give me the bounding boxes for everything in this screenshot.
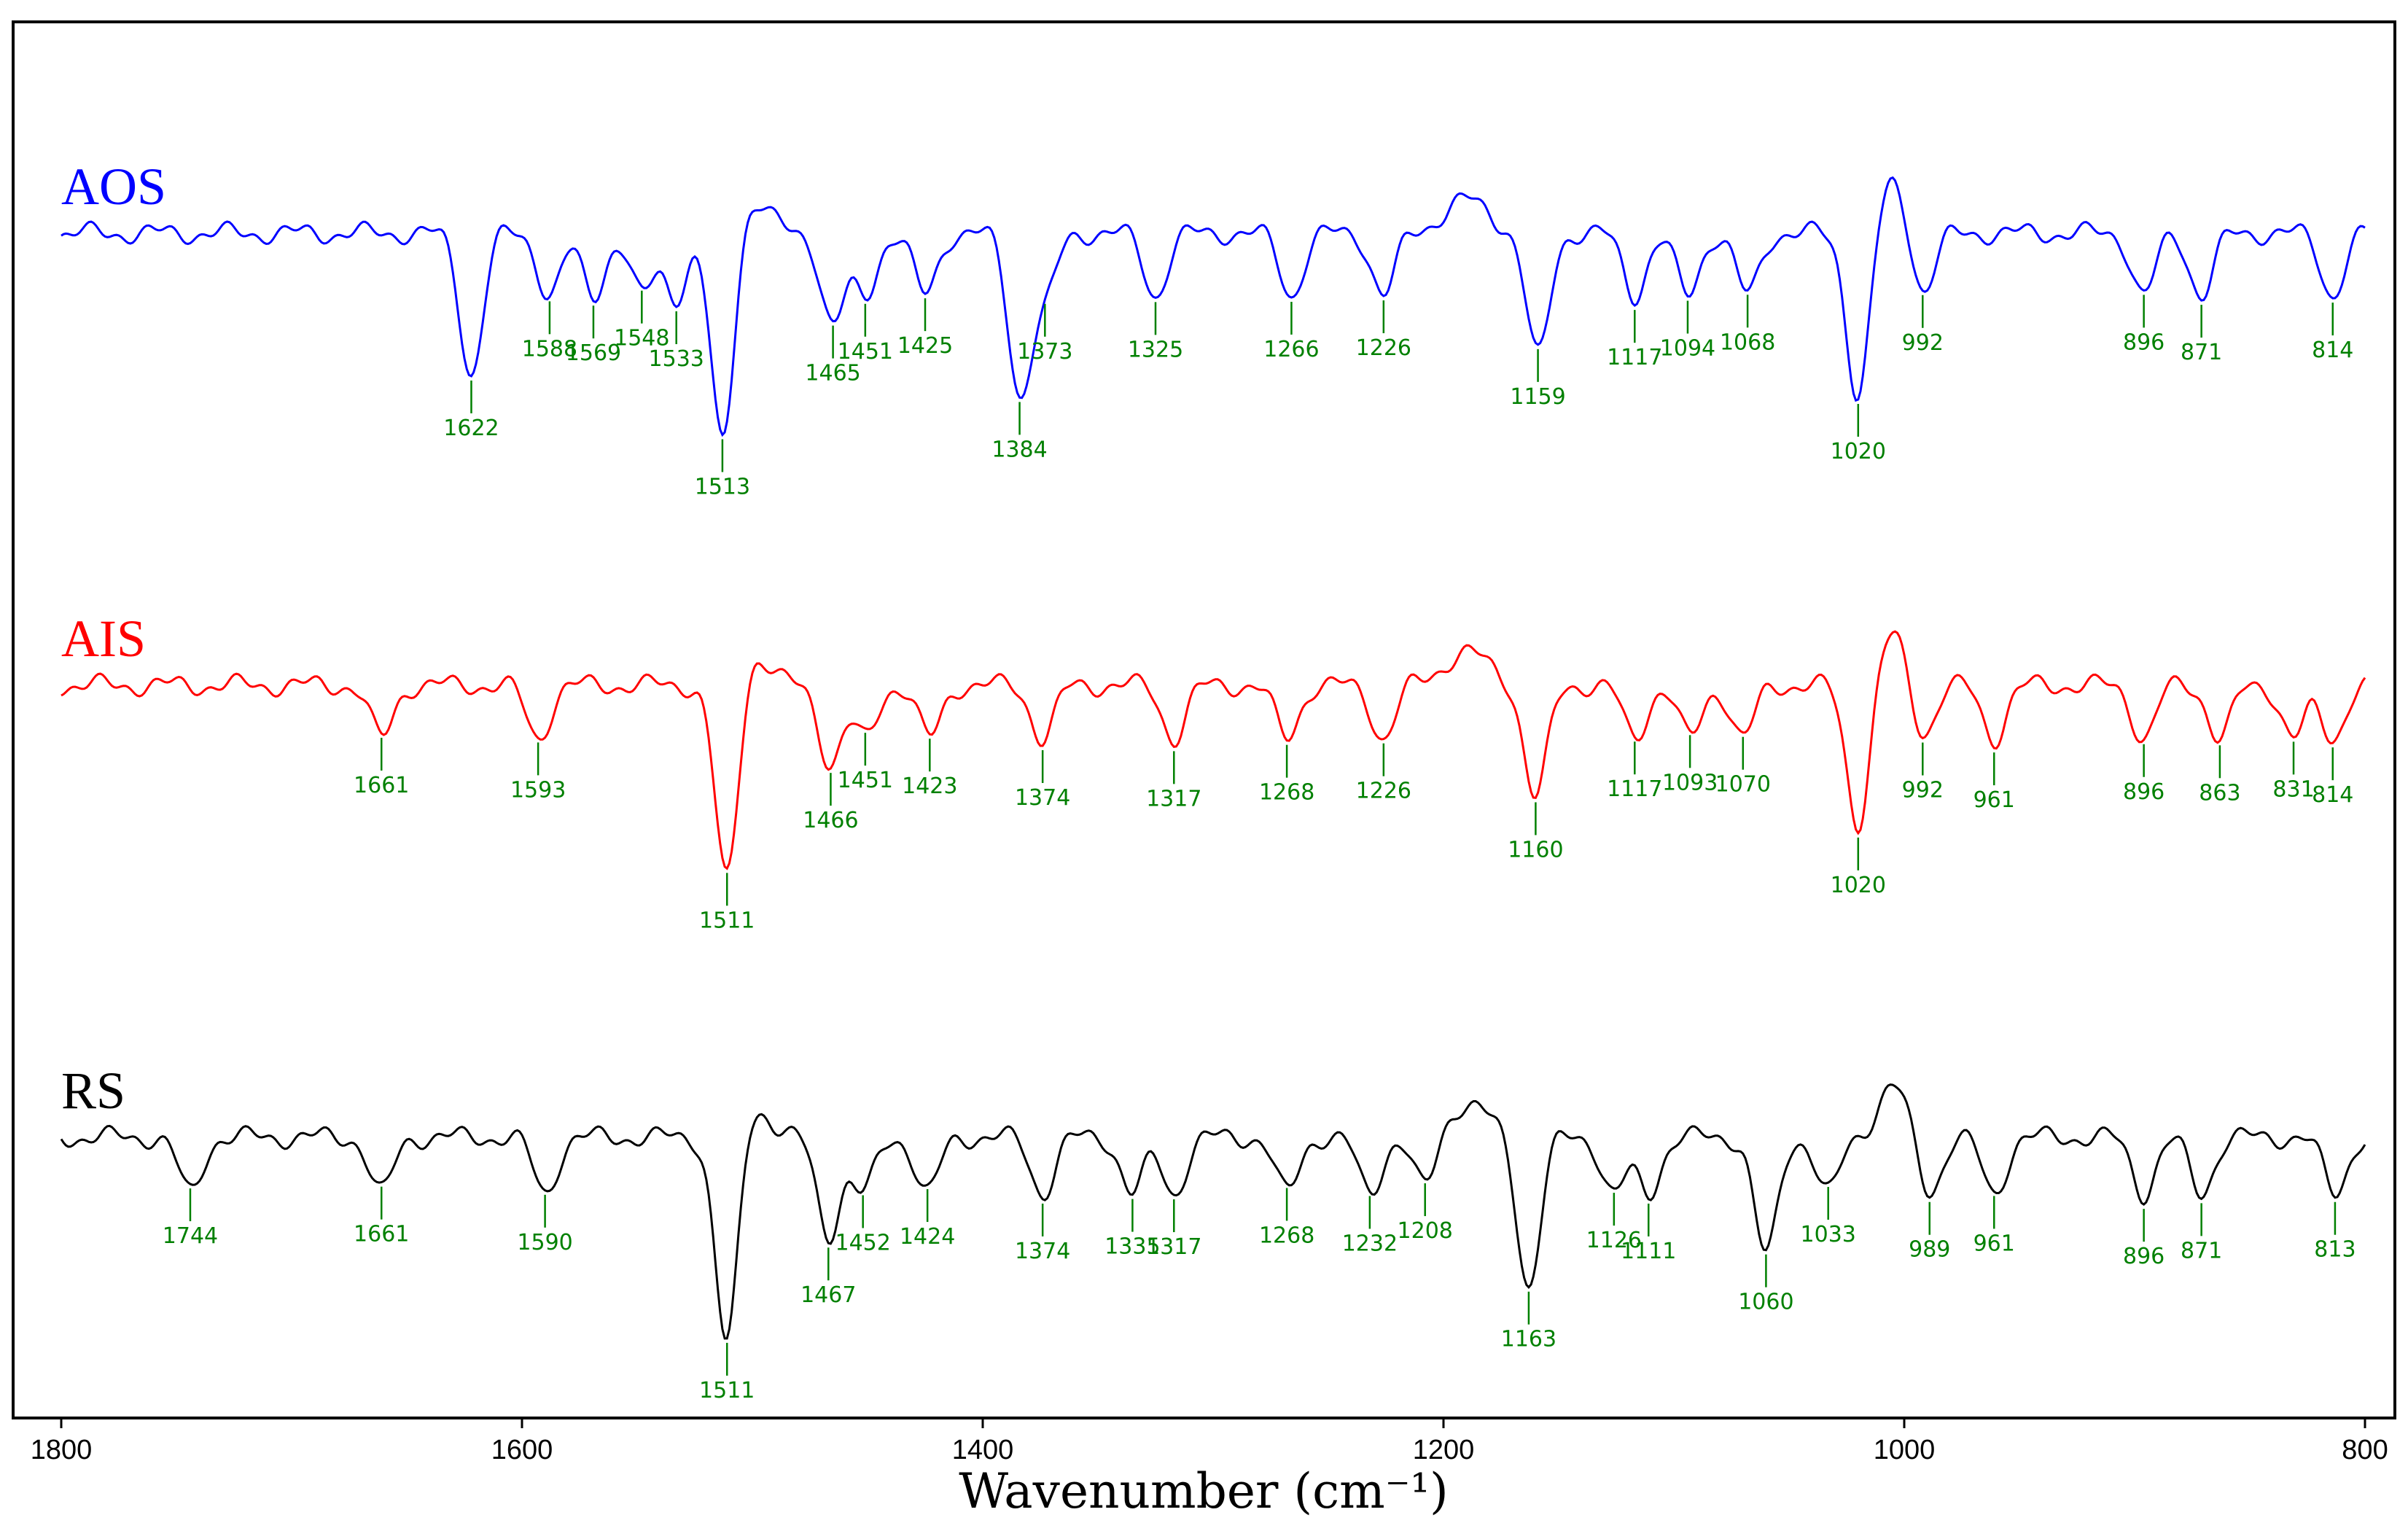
x-tick-label: 800 — [2342, 1435, 2388, 1465]
peak-label-aos: 1465 — [805, 361, 860, 386]
x-tick-label: 1400 — [952, 1435, 1014, 1465]
peak-label-ais: 896 — [2123, 779, 2165, 805]
series-labels: AOS AIS RS — [61, 157, 166, 1120]
peak-label-aos: 1451 — [838, 339, 893, 365]
peak-label-aos: 1569 — [566, 340, 621, 366]
spectrum-line-ais — [61, 630, 2366, 870]
peak-label-aos: 896 — [2123, 330, 2165, 355]
peak-label-ais: 1226 — [1356, 779, 1411, 804]
x-axis: 1800 1600 1400 1200 1000 800 — [31, 1418, 2388, 1465]
peak-label-ais: 1466 — [803, 808, 858, 833]
peak-label-aos: 1266 — [1263, 337, 1319, 362]
peak-label-aos: 1384 — [991, 437, 1047, 462]
peak-label-rs: 1111 — [1621, 1239, 1676, 1264]
peak-label-aos: 992 — [1902, 330, 1944, 356]
peak-label-ais: 863 — [2199, 780, 2240, 806]
peak-label-aos: 1373 — [1017, 339, 1072, 365]
plot-frame — [12, 20, 2396, 1419]
peak-label-rs: 1590 — [517, 1230, 572, 1255]
peak-label-rs: 1232 — [1342, 1231, 1398, 1256]
peak-label-rs: 1467 — [800, 1282, 856, 1308]
peak-label-rs: 1163 — [1501, 1327, 1556, 1352]
peak-label-aos: 1020 — [1831, 439, 1886, 464]
peak-label-rs: 1033 — [1801, 1222, 1856, 1247]
peak-label-aos: 1588 — [522, 336, 577, 362]
peak-label-ais: 1268 — [1259, 780, 1314, 806]
peak-label-rs: 989 — [1909, 1237, 1950, 1263]
peak-label-rs: 813 — [2314, 1237, 2356, 1263]
peak-label-ais: 992 — [1902, 778, 1944, 803]
peak-label-rs: 961 — [1973, 1231, 2015, 1256]
x-tick-label: 1600 — [491, 1435, 553, 1465]
peak-label-aos: 1325 — [1128, 337, 1183, 362]
peak-label-ais: 1374 — [1015, 785, 1070, 811]
peak-label-rs: 896 — [2123, 1244, 2165, 1269]
peak-label-rs: 1060 — [1738, 1290, 1793, 1315]
peak-label-ais: 1160 — [1508, 837, 1563, 862]
peak-label-rs: 1268 — [1259, 1223, 1314, 1248]
peak-label-aos: 871 — [2181, 340, 2222, 365]
peak-label-rs: 1452 — [835, 1230, 891, 1255]
peak-label-aos: 1117 — [1607, 345, 1662, 370]
spectra-group — [60, 176, 2366, 1340]
x-tick-label: 1000 — [1874, 1435, 1936, 1465]
peak-label-aos: 1548 — [614, 326, 669, 351]
peak-label-ais: 1451 — [838, 768, 893, 793]
peak-label-aos: 1159 — [1510, 384, 1565, 410]
peak-label-aos: 1068 — [1720, 330, 1775, 355]
peak-label-ais: 1423 — [902, 774, 957, 799]
peak-label-ais: 1593 — [510, 777, 566, 803]
peak-label-ais: 831 — [2272, 776, 2314, 802]
peak-label-ais: 1070 — [1715, 772, 1771, 798]
peak-label-aos: 1622 — [443, 416, 499, 441]
peak-label-rs: 1424 — [900, 1224, 955, 1250]
peak-label-aos: 1094 — [1660, 336, 1715, 362]
peak-label-ais: 1117 — [1607, 776, 1662, 802]
peak-label-rs: 871 — [2181, 1238, 2222, 1263]
peak-label-ais: 1317 — [1146, 786, 1201, 811]
peak-label-rs: 1126 — [1586, 1228, 1642, 1253]
peak-label-rs: 1208 — [1398, 1218, 1453, 1244]
spectrum-line-rs — [60, 1083, 2366, 1340]
series-label-rs: RS — [61, 1061, 125, 1120]
peak-label-rs: 1744 — [163, 1223, 218, 1249]
peak-label-ais: 1020 — [1831, 873, 1886, 898]
x-tick-label: 1800 — [31, 1435, 93, 1465]
peak-label-aos: 1533 — [649, 346, 704, 372]
peak-label-aos: 1226 — [1356, 335, 1411, 361]
peak-label-rs: 1335 — [1104, 1234, 1160, 1260]
peak-label-rs: 1511 — [699, 1378, 755, 1403]
peak-label-ais: 961 — [1973, 787, 2015, 813]
peak-label-aos: 1425 — [897, 333, 953, 359]
series-label-ais: AIS — [61, 609, 146, 668]
spectrum-line-aos — [61, 176, 2366, 437]
peak-label-ais: 814 — [2312, 782, 2353, 808]
peak-label-rs: 1661 — [354, 1222, 409, 1247]
peak-label-rs: 1374 — [1015, 1239, 1070, 1264]
peak-label-ais: 1511 — [699, 908, 755, 933]
peak-label-rs: 1317 — [1146, 1234, 1201, 1260]
peak-label-aos: 814 — [2312, 338, 2353, 363]
peak-label-ais: 1093 — [1662, 770, 1718, 795]
series-label-aos: AOS — [61, 157, 166, 216]
x-tick-label: 1200 — [1413, 1435, 1475, 1465]
x-axis-label: Wavenumber (cm⁻¹) — [959, 1463, 1449, 1519]
peak-label-aos: 1513 — [695, 474, 750, 499]
peak-label-ais: 1661 — [354, 773, 409, 798]
